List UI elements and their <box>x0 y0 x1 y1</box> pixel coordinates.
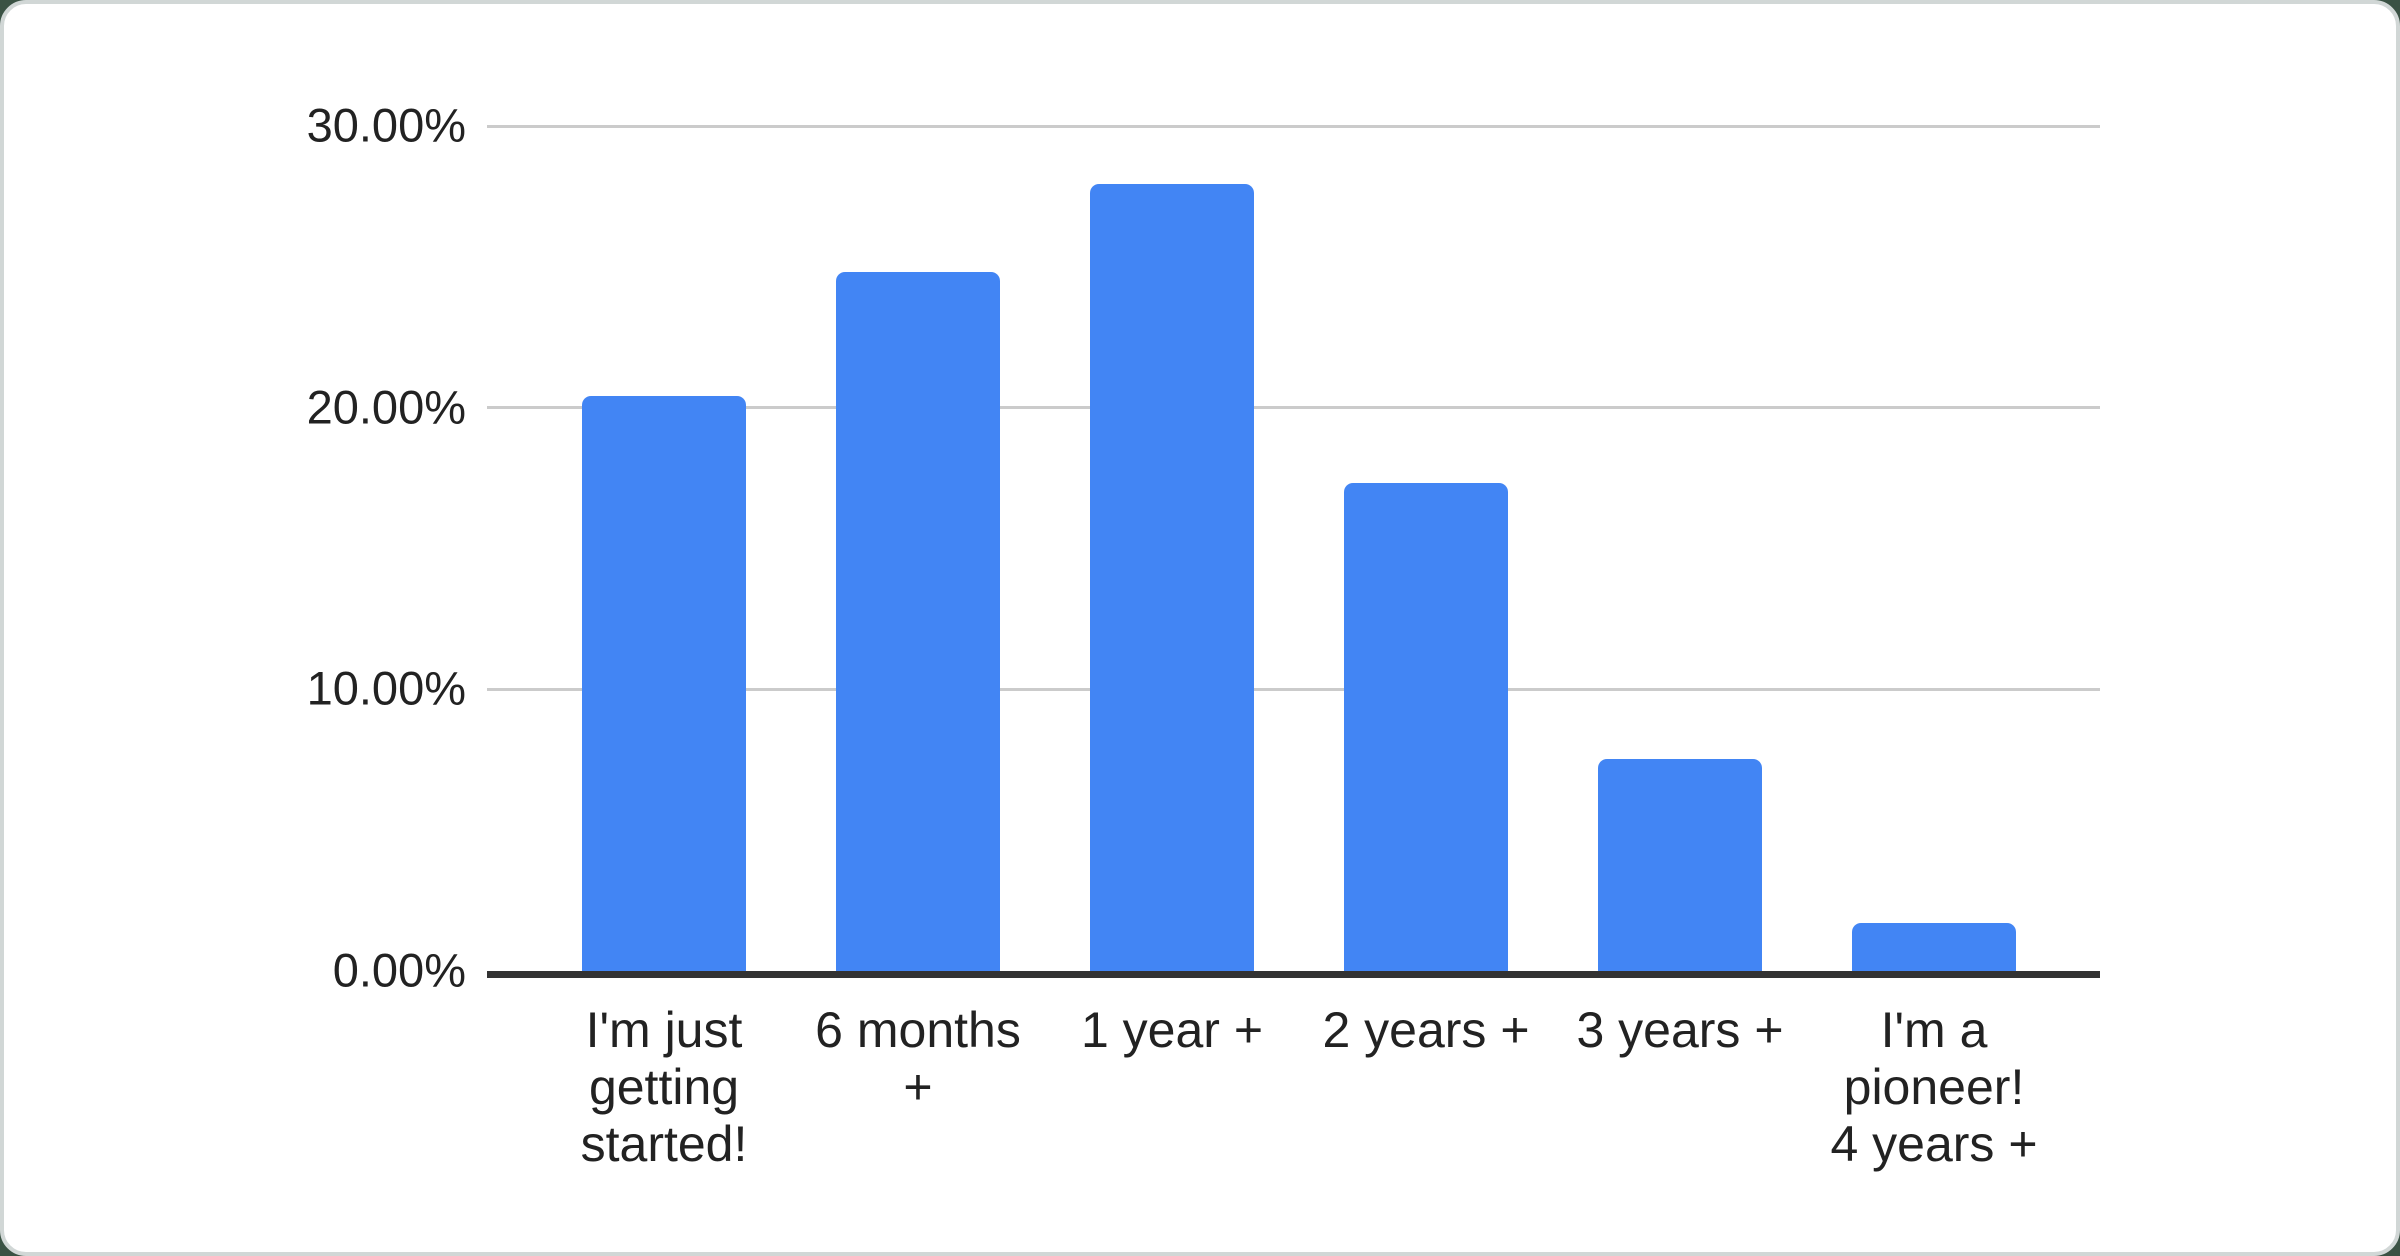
x-axis-category-label: 1 year + <box>1080 1002 1264 1058</box>
bar-3 <box>1090 184 1254 971</box>
bar-4 <box>1344 483 1508 971</box>
bar-chart: 0.00% 10.00% 20.00% 30.00% I'm just getting … <box>4 4 2396 1252</box>
x-axis-category-label: 3 years + <box>1576 1002 1784 1058</box>
bar-5 <box>1598 759 1762 971</box>
y-axis-tick-label: 20.00% <box>306 380 466 434</box>
x-axis-category-label: I'm a pioneer! 4 years + <box>1830 1002 2038 1172</box>
gridline <box>487 125 2100 128</box>
y-axis-tick-label: 30.00% <box>306 98 466 152</box>
x-axis-line <box>487 971 2100 978</box>
y-axis-tick-label: 10.00% <box>306 661 466 715</box>
x-axis-category-label: 2 years + <box>1322 1002 1530 1058</box>
gridline <box>487 688 2100 691</box>
gridline <box>487 406 2100 409</box>
bar-1 <box>582 396 746 971</box>
x-axis-category-label: 6 months + <box>815 1002 1021 1115</box>
bar-2 <box>836 272 1000 971</box>
bar-6 <box>1852 923 2016 971</box>
x-axis-category-label: I'm just getting started! <box>580 1002 748 1172</box>
y-axis-tick-label: 0.00% <box>332 943 466 997</box>
